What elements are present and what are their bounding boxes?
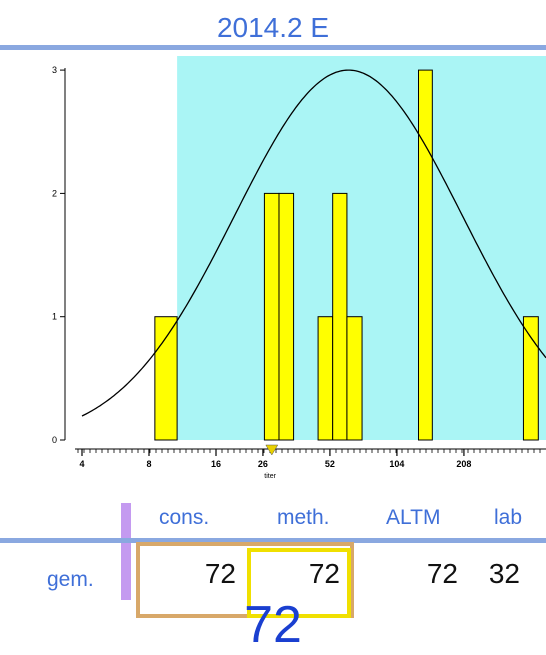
histogram-bar-3 (317, 316, 334, 441)
histogram-bar-0 (154, 316, 178, 441)
chart-marker-layer (265, 444, 279, 456)
normal-curve (81, 69, 546, 417)
x-tick-label-52: 52 (325, 459, 335, 469)
meth-value-box (247, 548, 351, 618)
header-altm: ALTM (386, 506, 441, 529)
chart-axis-layer: 0 1 2 3 4 8 16 26 52 104 208 titer (52, 65, 546, 480)
x-tick-label-26: 26 (258, 459, 268, 469)
histogram-bar-5 (346, 316, 363, 441)
histogram-bar-1 (263, 192, 280, 441)
cons-value-box (136, 542, 354, 618)
y-tick-label-2: 2 (52, 188, 57, 198)
histogram-bar-7 (522, 316, 539, 441)
chart-bar-layer (154, 69, 539, 441)
x-tick-label-8: 8 (146, 459, 151, 469)
value-meth: 72 (308, 558, 340, 589)
value-lab: 32 (488, 558, 520, 589)
y-tick-label-1: 1 (52, 312, 57, 322)
chart-title: 2014.2 E (216, 12, 330, 43)
titer-marker (265, 444, 279, 456)
x-tick-label-16: 16 (211, 459, 221, 469)
y-tick-label-0: 0 (52, 435, 57, 445)
histogram-chart: 0 1 2 3 4 8 16 26 52 104 208 titer (52, 56, 546, 480)
table-divider-bar (121, 503, 131, 600)
title-rule (0, 45, 546, 50)
header-cons: cons. (159, 506, 210, 529)
x-axis-label: titer (264, 473, 276, 480)
results-table: cons. meth. ALTM lab gem. 72 72 72 32 72 (0, 500, 546, 654)
row-label-gem: gem. (47, 568, 94, 591)
histogram-bar-6 (417, 69, 433, 441)
x-tick-label-208: 208 (456, 459, 471, 469)
header-meth: meth. (277, 506, 330, 529)
x-tick-label-104: 104 (389, 459, 404, 469)
value-cons: 72 (204, 558, 236, 589)
chart-curve-layer (81, 69, 546, 417)
histogram-bar-4 (332, 192, 348, 441)
value-altm: 72 (426, 558, 458, 589)
x-tick-label-4: 4 (79, 459, 84, 469)
y-tick-label-3: 3 (52, 65, 57, 75)
header-separator (0, 538, 546, 543)
histogram-bar-2 (278, 192, 295, 441)
big-result-number: 72 (244, 596, 302, 654)
header-lab: lab (494, 506, 523, 529)
